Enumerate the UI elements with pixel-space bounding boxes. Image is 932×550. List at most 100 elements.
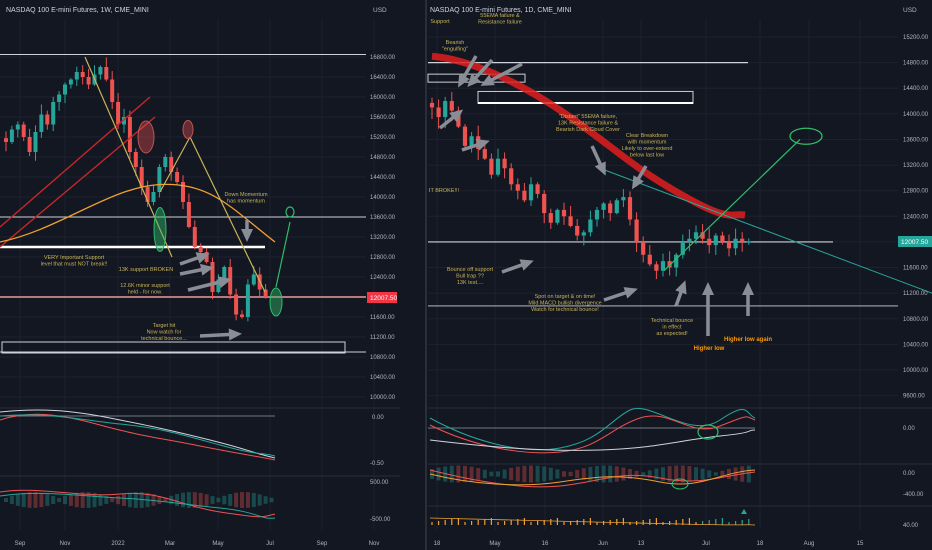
- weekly-chart-panel[interactable]: NASDAQ 100 E-mini Futures, 1W, CME_MINI …: [0, 7, 400, 547]
- left-price-tick: 14800.00: [370, 155, 396, 161]
- left-wedge-line-1: [84, 56, 173, 258]
- right-arrow-2-head: [467, 73, 481, 87]
- left-last-price-tag: 12007.50: [367, 292, 397, 303]
- left-time-tick: 2022: [111, 541, 125, 547]
- right-histogram-bar: [621, 467, 626, 481]
- left-candle: [39, 114, 44, 132]
- left-candle: [204, 252, 209, 262]
- right-time-tick: Jul: [702, 541, 710, 547]
- right-histogram-bar: [614, 466, 619, 482]
- right-histogram-bar: [575, 469, 580, 479]
- right-candle: [588, 219, 593, 233]
- right-histogram-bar: [674, 465, 679, 483]
- left-annotation-target-hit: Target hit Now watch for technical bounce.…: [141, 323, 187, 342]
- left-time-tick: Nov: [60, 541, 71, 547]
- right-histogram-bar: [489, 471, 494, 477]
- right-volume-bar: [543, 520, 545, 525]
- right-arrow-9-head: [623, 287, 638, 299]
- left-price-tick: 13600.00: [370, 215, 396, 221]
- left-histogram-bar: [204, 494, 209, 506]
- left-arrow-5: [199, 328, 242, 341]
- right-arrow-1: [458, 55, 478, 88]
- right-volume-bar: [748, 519, 750, 525]
- right-time-tick: 15: [857, 541, 864, 547]
- left-histogram-bar: [51, 495, 56, 505]
- left-annotation-down-momentum: Down Momentum has momentum: [224, 192, 268, 205]
- right-volume-bar: [497, 522, 499, 525]
- right-volume-bar: [622, 518, 624, 525]
- right-candle: [436, 107, 441, 118]
- left-histogram-bar: [39, 492, 44, 508]
- left-arrow-5-head: [228, 328, 242, 341]
- left-histogram-bar: [198, 492, 203, 508]
- right-annotation-support: Support: [430, 19, 450, 25]
- left-annotation-minor-support: 12.6K minor support held - for now.: [120, 283, 170, 296]
- right-arrow-12: [742, 282, 754, 316]
- left-candle: [245, 284, 250, 317]
- left-red-marker-2: [182, 120, 194, 139]
- right-annotation-distant-ema: "Distant" 55EMA failure, 13K Resistance f…: [556, 114, 620, 133]
- right-histogram-bar: [555, 469, 560, 479]
- left-histogram-bar: [98, 494, 103, 506]
- daily-chart-panel[interactable]: NASDAQ 100 E-mini Futures, 1D, CME_MINI …: [427, 7, 932, 547]
- right-arrow-12-head: [742, 282, 754, 295]
- right-price-axis[interactable]: 15200.00 14800.00 14400.00 14000.00 13600.00…: [903, 35, 929, 400]
- left-osc2-line-1: [0, 489, 276, 518]
- right-candle: [740, 238, 745, 242]
- left-price-tick: 10800.00: [370, 355, 396, 361]
- right-volume-bar: [451, 519, 453, 525]
- right-annotation-spot-on-target: Spot on target & on time! Mild MACD bulli…: [528, 294, 601, 313]
- left-histogram-bar: [4, 498, 8, 502]
- right-price-tick: 14000.00: [903, 112, 929, 118]
- right-arrow-1-head: [458, 73, 470, 88]
- left-annotations: Down Momentum has momentum VERY Important …: [41, 192, 268, 342]
- left-arrow-2-head: [195, 252, 210, 264]
- right-horizontal-levels: [427, 62, 898, 307]
- left-histogram-bar: [27, 492, 32, 508]
- right-histogram-bar: [647, 470, 652, 478]
- left-candle: [210, 262, 215, 292]
- right-osc2-line-2: [429, 469, 756, 486]
- right-projection-target: [789, 127, 823, 145]
- right-arrow-8-head: [519, 259, 534, 271]
- right-volume-bar: [471, 521, 473, 525]
- left-candle: [27, 137, 32, 152]
- left-candle: [228, 267, 233, 295]
- left-histogram-bar: [57, 497, 62, 503]
- left-osc1-line-3: [0, 414, 276, 457]
- right-candle: [627, 197, 633, 220]
- left-histogram-bar: [228, 493, 233, 507]
- left-horizontal-levels: [0, 54, 366, 354]
- right-arrow-4-head: [449, 109, 464, 123]
- left-price-tick: 11200.00: [370, 335, 395, 341]
- right-annotation-bounce-support: Bounce off support Bull trap ?? 13K test..…: [447, 267, 494, 286]
- right-osc3-line: [429, 517, 756, 526]
- right-time-axis[interactable]: 18 May 16 Jun 13 Jul 18 Aug 15: [434, 541, 864, 547]
- left-arrow-2: [179, 252, 210, 266]
- left-price-tick: 16000.00: [370, 95, 396, 101]
- left-candle: [127, 117, 132, 152]
- left-candle: [116, 102, 121, 125]
- right-price-tick: 11600.00: [903, 266, 928, 272]
- left-arrow-1: [241, 220, 253, 242]
- left-target-box: [1, 341, 346, 354]
- left-arrow-3-head: [199, 263, 214, 276]
- left-histogram-bar: [175, 494, 180, 506]
- left-histogram-bar: [33, 492, 38, 508]
- left-candle: [86, 77, 91, 85]
- left-candle: [80, 72, 85, 77]
- right-volume-bar: [464, 522, 466, 525]
- right-candle: [687, 238, 692, 242]
- right-annotation-technical-bounce: Technical bounce in effect as expected!: [651, 318, 694, 337]
- right-histogram-bar: [667, 466, 672, 482]
- left-time-axis[interactable]: Sep Nov 2022 Mar May Jul Sep Nov: [15, 541, 380, 547]
- left-osc2-tick: -500.00: [370, 517, 391, 523]
- left-price-axis[interactable]: 16800.00 16400.00 16000.00 15600.00 15200.00…: [370, 55, 396, 401]
- right-histogram-bar: [436, 467, 441, 481]
- right-candle: [522, 190, 527, 201]
- right-volume-bar: [715, 519, 717, 525]
- left-candle: [9, 129, 14, 142]
- left-histogram-bar: [269, 497, 274, 503]
- right-histogram-bar: [469, 466, 474, 482]
- right-candle: [614, 200, 619, 214]
